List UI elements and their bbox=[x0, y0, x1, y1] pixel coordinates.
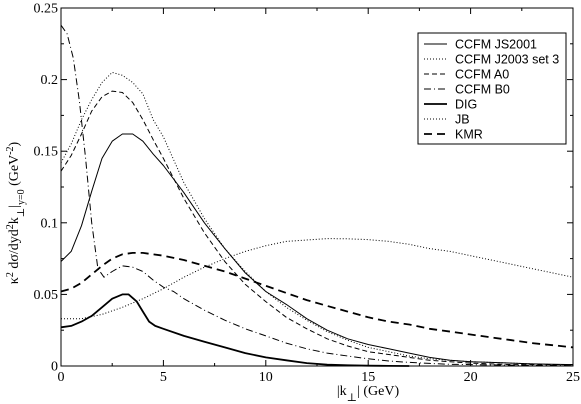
svg-text:κ2 dσ/dyd2k⊥|y=0 (GeV-2): κ2 dσ/dyd2k⊥|y=0 (GeV-2) bbox=[5, 141, 27, 284]
x-tick-label: 0 bbox=[58, 370, 65, 385]
x-tick-label: 5 bbox=[160, 370, 167, 385]
x-tick-label: 10 bbox=[259, 370, 273, 385]
legend-label-6: JB bbox=[455, 113, 470, 127]
x-axis-title: |k⊥| (GeV) bbox=[337, 384, 400, 404]
y-tick-label: 0.25 bbox=[34, 2, 59, 17]
legend-label-1: CCFM JS2001 bbox=[455, 38, 537, 52]
legend-label-7: KMR bbox=[455, 128, 483, 142]
y-tick-label: 0.1 bbox=[41, 216, 59, 231]
y-tick-label: 0.15 bbox=[34, 145, 59, 160]
ticks-layer: 0 5 10 15 20 25 0 0.05 0.1 0.15 0.2 0.25 bbox=[34, 2, 581, 386]
svg-text:|k⊥| (GeV): |k⊥| (GeV) bbox=[337, 384, 400, 404]
y-tick-label: 0.2 bbox=[41, 73, 59, 88]
legend-label-4: CCFM B0 bbox=[455, 83, 510, 97]
y-tick-label: 0 bbox=[51, 360, 58, 375]
series-line-4 bbox=[60, 24, 574, 367]
x-tick-label: 15 bbox=[361, 370, 375, 385]
series-line-3 bbox=[60, 90, 573, 366]
series-line-1 bbox=[60, 133, 574, 366]
x-tick-label: 20 bbox=[464, 370, 478, 385]
legend-label-5: DIG bbox=[455, 98, 477, 112]
series-line-7 bbox=[60, 252, 574, 349]
series-line-6 bbox=[61, 238, 574, 320]
legend-label-2: CCFM J2003 set 3 bbox=[455, 53, 559, 67]
legend-label-3: CCFM A0 bbox=[455, 68, 509, 82]
y-tick-label: 0.05 bbox=[34, 288, 59, 303]
y-axis-title: κ2 dσ/dyd2k⊥|y=0 (GeV-2) bbox=[5, 141, 27, 284]
series-line-5 bbox=[60, 293, 410, 367]
x-tick-label: 25 bbox=[566, 370, 580, 385]
